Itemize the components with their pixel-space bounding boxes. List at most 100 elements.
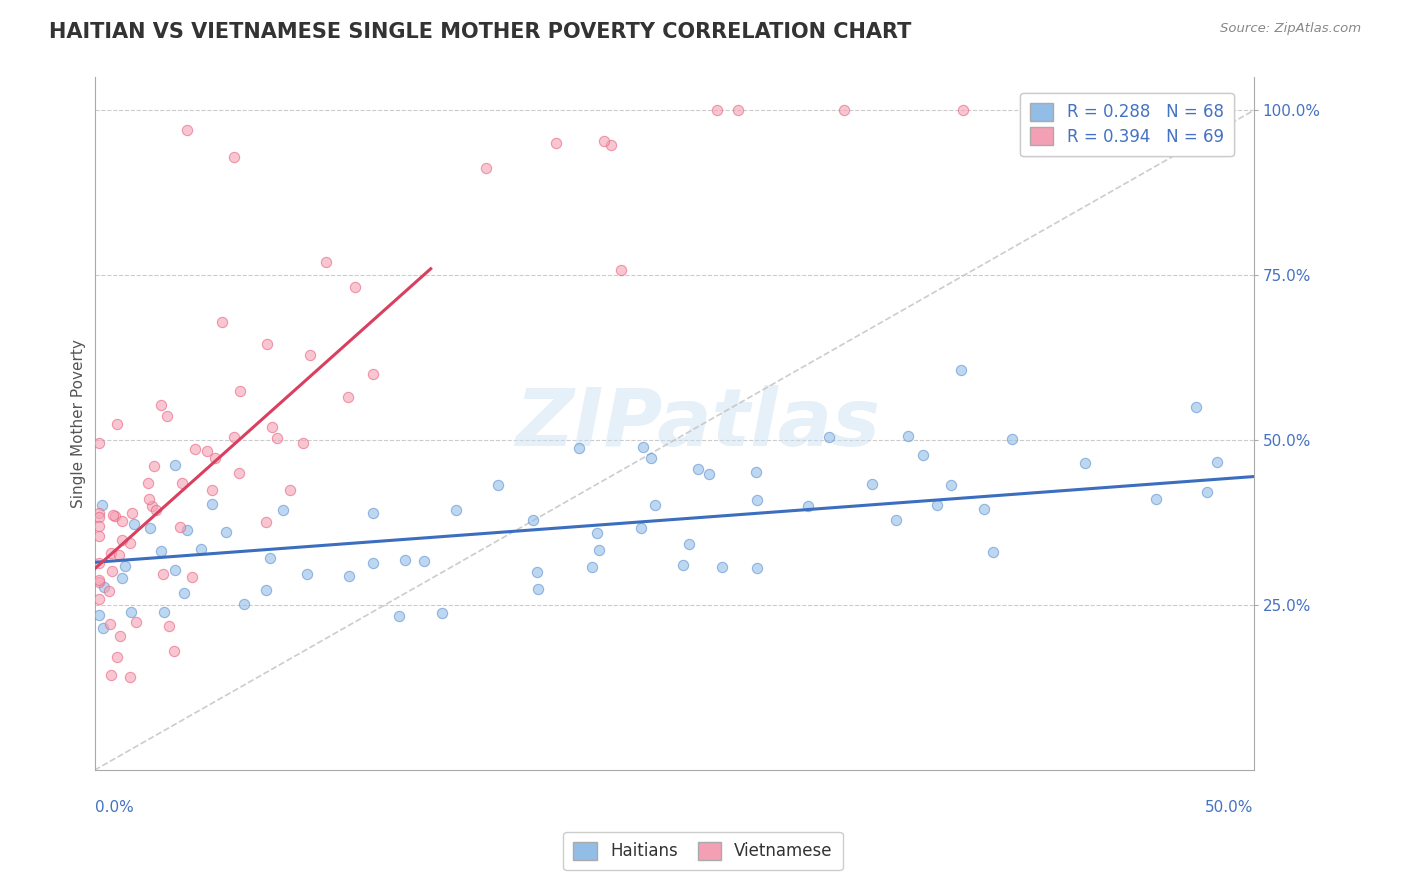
Point <box>981 545 1004 559</box>
Point <box>201 498 224 512</box>
Point <box>190 542 212 557</box>
Point <box>745 561 768 575</box>
Point <box>1206 455 1229 469</box>
Point <box>339 569 361 583</box>
Point <box>201 483 224 497</box>
Point <box>315 255 337 269</box>
Point <box>110 533 132 547</box>
Point <box>91 498 114 512</box>
Point <box>170 475 193 490</box>
Point <box>100 668 122 682</box>
Text: ZIPatlas: ZIPatlas <box>515 384 880 463</box>
Point <box>256 337 278 351</box>
Point <box>176 523 198 537</box>
Point <box>98 616 121 631</box>
Point <box>939 477 962 491</box>
Point <box>165 564 187 578</box>
Point <box>89 607 111 622</box>
Point <box>169 520 191 534</box>
Point <box>585 525 607 540</box>
Text: 0.0%: 0.0% <box>94 800 134 814</box>
Point <box>228 466 250 480</box>
Point <box>141 499 163 513</box>
Point <box>273 503 295 517</box>
Point <box>745 465 768 479</box>
Point <box>105 417 128 431</box>
Point <box>149 399 172 413</box>
Point <box>143 458 166 473</box>
Point <box>711 560 734 574</box>
Point <box>163 458 186 472</box>
Point <box>180 570 202 584</box>
Point <box>254 516 277 530</box>
Point <box>588 543 610 558</box>
Point <box>640 451 662 466</box>
Point <box>911 448 934 462</box>
Point <box>89 575 111 590</box>
Point <box>697 467 720 481</box>
Point <box>295 567 318 582</box>
Point <box>108 548 131 562</box>
Point <box>138 475 160 490</box>
Point <box>337 390 360 404</box>
Point <box>89 557 111 571</box>
Point <box>89 592 111 607</box>
Point <box>125 615 148 630</box>
Point <box>89 519 111 533</box>
Point <box>93 580 115 594</box>
Point <box>118 670 141 684</box>
Point <box>222 150 245 164</box>
Point <box>153 605 176 619</box>
Point <box>100 546 122 560</box>
Point <box>100 564 122 578</box>
Point <box>609 262 631 277</box>
Point <box>633 440 655 454</box>
Point <box>630 521 652 535</box>
Point <box>581 559 603 574</box>
Point <box>1185 400 1208 414</box>
Point <box>222 430 245 444</box>
Point <box>522 513 544 527</box>
Text: HAITIAN VS VIETNAMESE SINGLE MOTHER POVERTY CORRELATION CHART: HAITIAN VS VIETNAMESE SINGLE MOTHER POVE… <box>49 22 911 42</box>
Point <box>215 524 238 539</box>
Point <box>1144 491 1167 506</box>
Point <box>204 450 226 465</box>
Point <box>952 103 974 118</box>
Point <box>89 506 111 520</box>
Point <box>229 384 252 399</box>
Point <box>254 582 277 597</box>
Point <box>259 551 281 566</box>
Point <box>120 605 142 619</box>
Point <box>527 582 550 597</box>
Point <box>211 314 233 328</box>
Point <box>260 419 283 434</box>
Point <box>797 499 820 513</box>
Point <box>817 430 839 444</box>
Point <box>110 629 132 643</box>
Text: Source: ZipAtlas.com: Source: ZipAtlas.com <box>1220 22 1361 36</box>
Point <box>747 492 769 507</box>
Point <box>413 554 436 568</box>
Point <box>91 621 114 635</box>
Point <box>97 584 120 599</box>
Point <box>925 498 948 512</box>
Point <box>526 565 548 579</box>
Point <box>111 571 134 585</box>
Point <box>105 650 128 665</box>
Point <box>103 508 125 523</box>
Point <box>678 537 700 551</box>
Point <box>897 429 920 443</box>
Point <box>176 123 198 137</box>
Point <box>232 597 254 611</box>
Point <box>195 444 218 458</box>
Point <box>278 483 301 497</box>
Point <box>89 573 111 587</box>
Text: 50.0%: 50.0% <box>1205 800 1254 814</box>
Point <box>884 513 907 527</box>
Point <box>114 558 136 573</box>
Point <box>394 553 416 567</box>
Point <box>430 606 453 620</box>
Point <box>488 478 510 492</box>
Point <box>298 347 321 361</box>
Point <box>121 506 143 520</box>
